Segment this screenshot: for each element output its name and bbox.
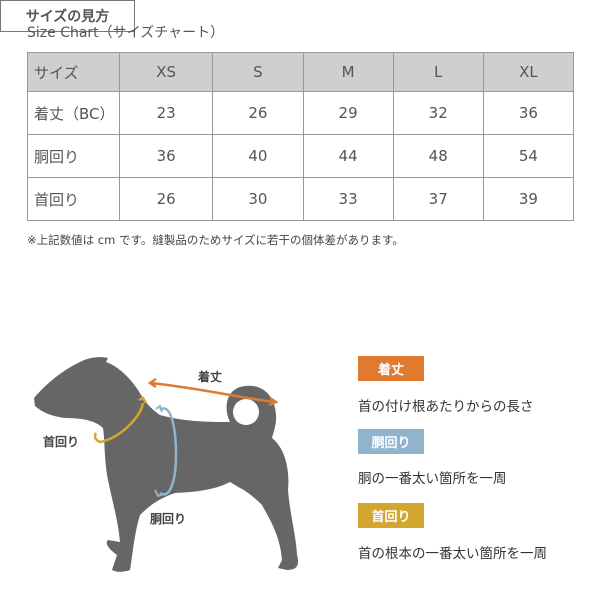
header-cell: L xyxy=(392,52,484,92)
diagram-label-length: 着丈 xyxy=(198,370,223,384)
length-arrow xyxy=(149,381,276,404)
legend-desc-chest: 胴の一番太い箇所を一周 xyxy=(358,471,507,487)
legend-badge-neck: 首回り xyxy=(358,503,424,528)
table-cell: 26 xyxy=(212,91,304,135)
neck-arrow xyxy=(93,402,145,444)
table-cell: 23 xyxy=(118,91,214,135)
header-cell: XL xyxy=(482,52,575,92)
row-label: 首回り xyxy=(27,177,120,221)
header-cell: S xyxy=(212,52,304,92)
table-cell: 44 xyxy=(302,134,394,178)
legend-desc-length: 首の付け根あたりからの長さ xyxy=(358,399,534,415)
footnote: ※上記数値は cm です。縫製品のためサイズに若干の個体差があります。 xyxy=(27,233,404,247)
legend-desc-neck: 首の根本の一番太い箇所を一周 xyxy=(358,546,547,562)
table-header-row: サイズ XS S M L XL xyxy=(27,52,575,92)
table-row: 着丈（BC） 23 26 29 32 36 xyxy=(27,91,575,135)
table-cell: 39 xyxy=(482,177,575,221)
table-cell: 32 xyxy=(392,91,484,135)
header-cell: M xyxy=(302,52,394,92)
table-cell: 40 xyxy=(212,134,304,178)
row-label: 胴回り xyxy=(27,134,120,178)
dog-silhouette xyxy=(34,357,299,572)
dog-diagram xyxy=(34,357,299,572)
tail-loop-hole xyxy=(233,399,259,425)
chest-arrow xyxy=(159,407,178,496)
size-chart-title: Size Chart（サイズチャート） xyxy=(27,25,225,41)
table-cell: 36 xyxy=(118,134,214,178)
legend-badge-chest: 胴回り xyxy=(358,429,424,454)
size-table: サイズ XS S M L XL 着丈（BC） 23 26 29 32 36 胴回… xyxy=(27,52,575,221)
table-row: 胴回り 36 40 44 48 54 xyxy=(27,134,575,178)
diagram-label-chest: 胴回り xyxy=(150,512,187,526)
header-cell: XS xyxy=(118,52,214,92)
table-cell: 54 xyxy=(482,134,575,178)
diagram-label-neck: 首回り xyxy=(43,435,80,449)
how-to-measure-heading: サイズの見方 xyxy=(0,0,135,32)
header-cell: サイズ xyxy=(27,52,120,92)
table-cell: 33 xyxy=(302,177,394,221)
table-cell: 36 xyxy=(482,91,575,135)
table-cell: 48 xyxy=(392,134,484,178)
table-cell: 26 xyxy=(118,177,214,221)
row-label: 着丈（BC） xyxy=(27,91,120,135)
legend-badge-length: 着丈 xyxy=(358,356,424,381)
table-cell: 29 xyxy=(302,91,394,135)
table-cell: 30 xyxy=(212,177,304,221)
table-row: 首回り 26 30 33 37 39 xyxy=(27,177,575,221)
table-cell: 37 xyxy=(392,177,484,221)
